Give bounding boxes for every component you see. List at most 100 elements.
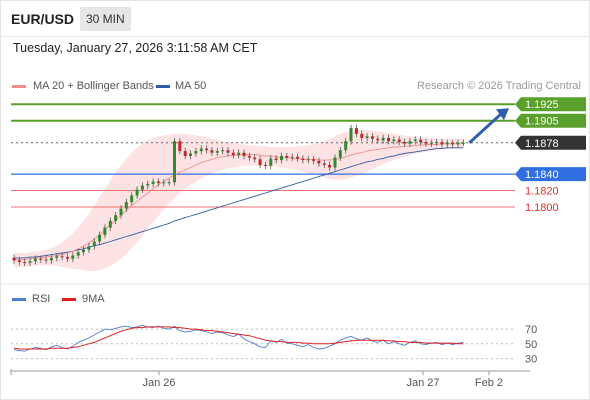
candle-body — [354, 128, 358, 134]
candle-body — [306, 159, 310, 161]
timeframe-button[interactable]: 30 MIN — [80, 7, 131, 31]
candle-body — [189, 153, 192, 156]
candle-body — [92, 241, 96, 247]
ma20-swatch — [12, 85, 26, 88]
candle-body — [370, 136, 374, 139]
candle-body — [108, 220, 112, 228]
candle-body — [17, 260, 21, 262]
level-tag-1.1840 — [515, 167, 586, 182]
rsi-tick-label: 70 — [525, 324, 537, 336]
candle-body — [103, 227, 107, 235]
chart-header: EUR/USD 30 MIN — [0, 0, 590, 36]
candle-body — [215, 151, 219, 153]
level-tag-1.1925 — [515, 97, 586, 112]
candle-body — [66, 257, 69, 259]
x-tick-label: Feb 2 — [475, 377, 503, 389]
candle-body — [194, 151, 198, 154]
candle-body — [419, 139, 423, 143]
candle-body — [82, 249, 85, 253]
candle-body — [178, 141, 182, 152]
candle-body — [49, 257, 53, 261]
candle-body — [403, 142, 406, 144]
candle-body — [156, 181, 160, 184]
legend-item-ma20-bollinger: MA 20 + Bollinger Bands — [12, 80, 154, 92]
candle-body — [135, 189, 139, 196]
level-label-1.1878: 1.1878 — [525, 138, 559, 150]
candle-body — [258, 159, 262, 166]
projection-arrow-shaft — [468, 111, 505, 144]
candle-body — [140, 185, 144, 190]
candle-body — [413, 139, 417, 142]
candle-body — [114, 215, 118, 221]
candle-body — [71, 255, 75, 259]
candle-body — [226, 150, 230, 153]
candle-body — [435, 142, 439, 143]
legend-item-9ma: 9MA — [62, 293, 105, 305]
candle-body — [344, 141, 348, 151]
candle-body — [44, 259, 48, 261]
bollinger-band-area — [14, 129, 464, 272]
projection-arrow-head — [496, 108, 509, 121]
candle-body — [440, 142, 444, 145]
candle-body — [76, 252, 80, 256]
candle-body — [183, 151, 187, 156]
candle-body — [365, 136, 369, 138]
candle-body — [280, 156, 283, 161]
candle-body — [461, 142, 465, 144]
candle-body — [98, 234, 102, 242]
candle-body — [424, 142, 428, 144]
rsi-tick-label: 30 — [525, 354, 537, 366]
candle-body — [296, 156, 299, 159]
timestamp-label: Tuesday, January 27, 2026 3:11:58 AM CET — [13, 41, 258, 55]
candle-body — [60, 256, 64, 258]
ma50-swatch — [156, 85, 170, 88]
legend-item-rsi: RSI — [12, 293, 50, 305]
candle-body — [119, 208, 123, 216]
level-label-1.1820: 1.1820 — [525, 186, 559, 198]
symbol-label: EUR/USD — [11, 11, 75, 27]
candle-body — [322, 163, 326, 165]
candle-body — [376, 138, 380, 141]
candle-body — [28, 261, 32, 263]
level-label-1.1905: 1.1905 — [525, 116, 559, 128]
level-tag-1.1905 — [515, 113, 586, 128]
legend-item-ma50: MA 50 — [156, 80, 206, 92]
legend-label: MA 50 — [175, 80, 207, 92]
candle-body — [381, 137, 385, 141]
candle-body — [349, 128, 353, 142]
credit-label: Research © 2026 Trading Central — [416, 80, 581, 92]
candle-body — [360, 133, 364, 138]
candle-body — [167, 182, 171, 184]
candle-body — [221, 150, 225, 152]
candle-body — [55, 256, 59, 258]
candle-body — [130, 195, 134, 203]
legend-label: RSI — [32, 293, 51, 305]
candle-body — [162, 182, 166, 184]
candle-body — [263, 165, 267, 166]
candle-body — [387, 137, 390, 142]
x-tick-label: Jan 26 — [142, 377, 175, 389]
candle-body — [231, 152, 235, 156]
candle-body — [237, 152, 241, 156]
candle-body — [210, 150, 214, 153]
candle-body — [317, 160, 321, 164]
candle-body — [199, 148, 203, 152]
level-label-1.1800: 1.1800 — [525, 202, 559, 214]
level-tag-1.1878 — [515, 135, 586, 150]
level-label-1.1925: 1.1925 — [525, 99, 559, 111]
candle-body — [312, 159, 316, 161]
candle-body — [429, 142, 433, 144]
candle-body — [408, 141, 412, 144]
candle-body — [274, 158, 278, 161]
level-label-1.1840: 1.1840 — [525, 169, 559, 181]
candles-group — [12, 124, 465, 267]
rsi-swatch — [12, 298, 26, 301]
candle-body — [392, 139, 396, 142]
candle-body — [87, 246, 91, 250]
candle-body — [253, 157, 257, 160]
candle-body — [173, 141, 176, 183]
candle-body — [338, 150, 342, 158]
candle-body — [333, 157, 337, 168]
header-divider — [0, 36, 590, 37]
